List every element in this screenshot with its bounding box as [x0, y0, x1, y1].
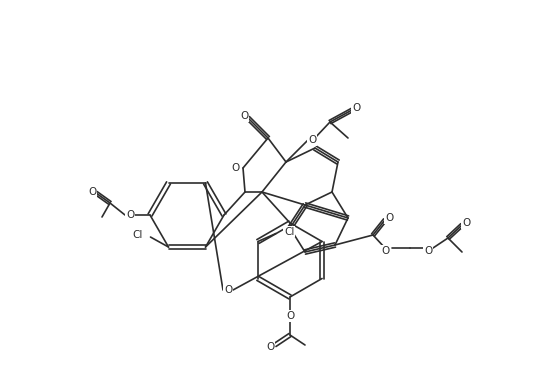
Text: O: O [352, 103, 360, 113]
Text: Cl: Cl [132, 230, 142, 240]
Text: O: O [240, 111, 248, 121]
Text: O: O [424, 246, 432, 256]
Text: O: O [224, 285, 232, 295]
Text: O: O [308, 135, 316, 145]
Text: O: O [286, 311, 294, 321]
Text: O: O [231, 163, 239, 173]
Text: O: O [462, 218, 470, 228]
Text: O: O [266, 342, 274, 352]
Text: Cl: Cl [284, 226, 294, 236]
Text: O: O [126, 210, 134, 220]
Text: O: O [385, 213, 393, 223]
Text: O: O [381, 246, 389, 256]
Text: O: O [88, 187, 96, 197]
